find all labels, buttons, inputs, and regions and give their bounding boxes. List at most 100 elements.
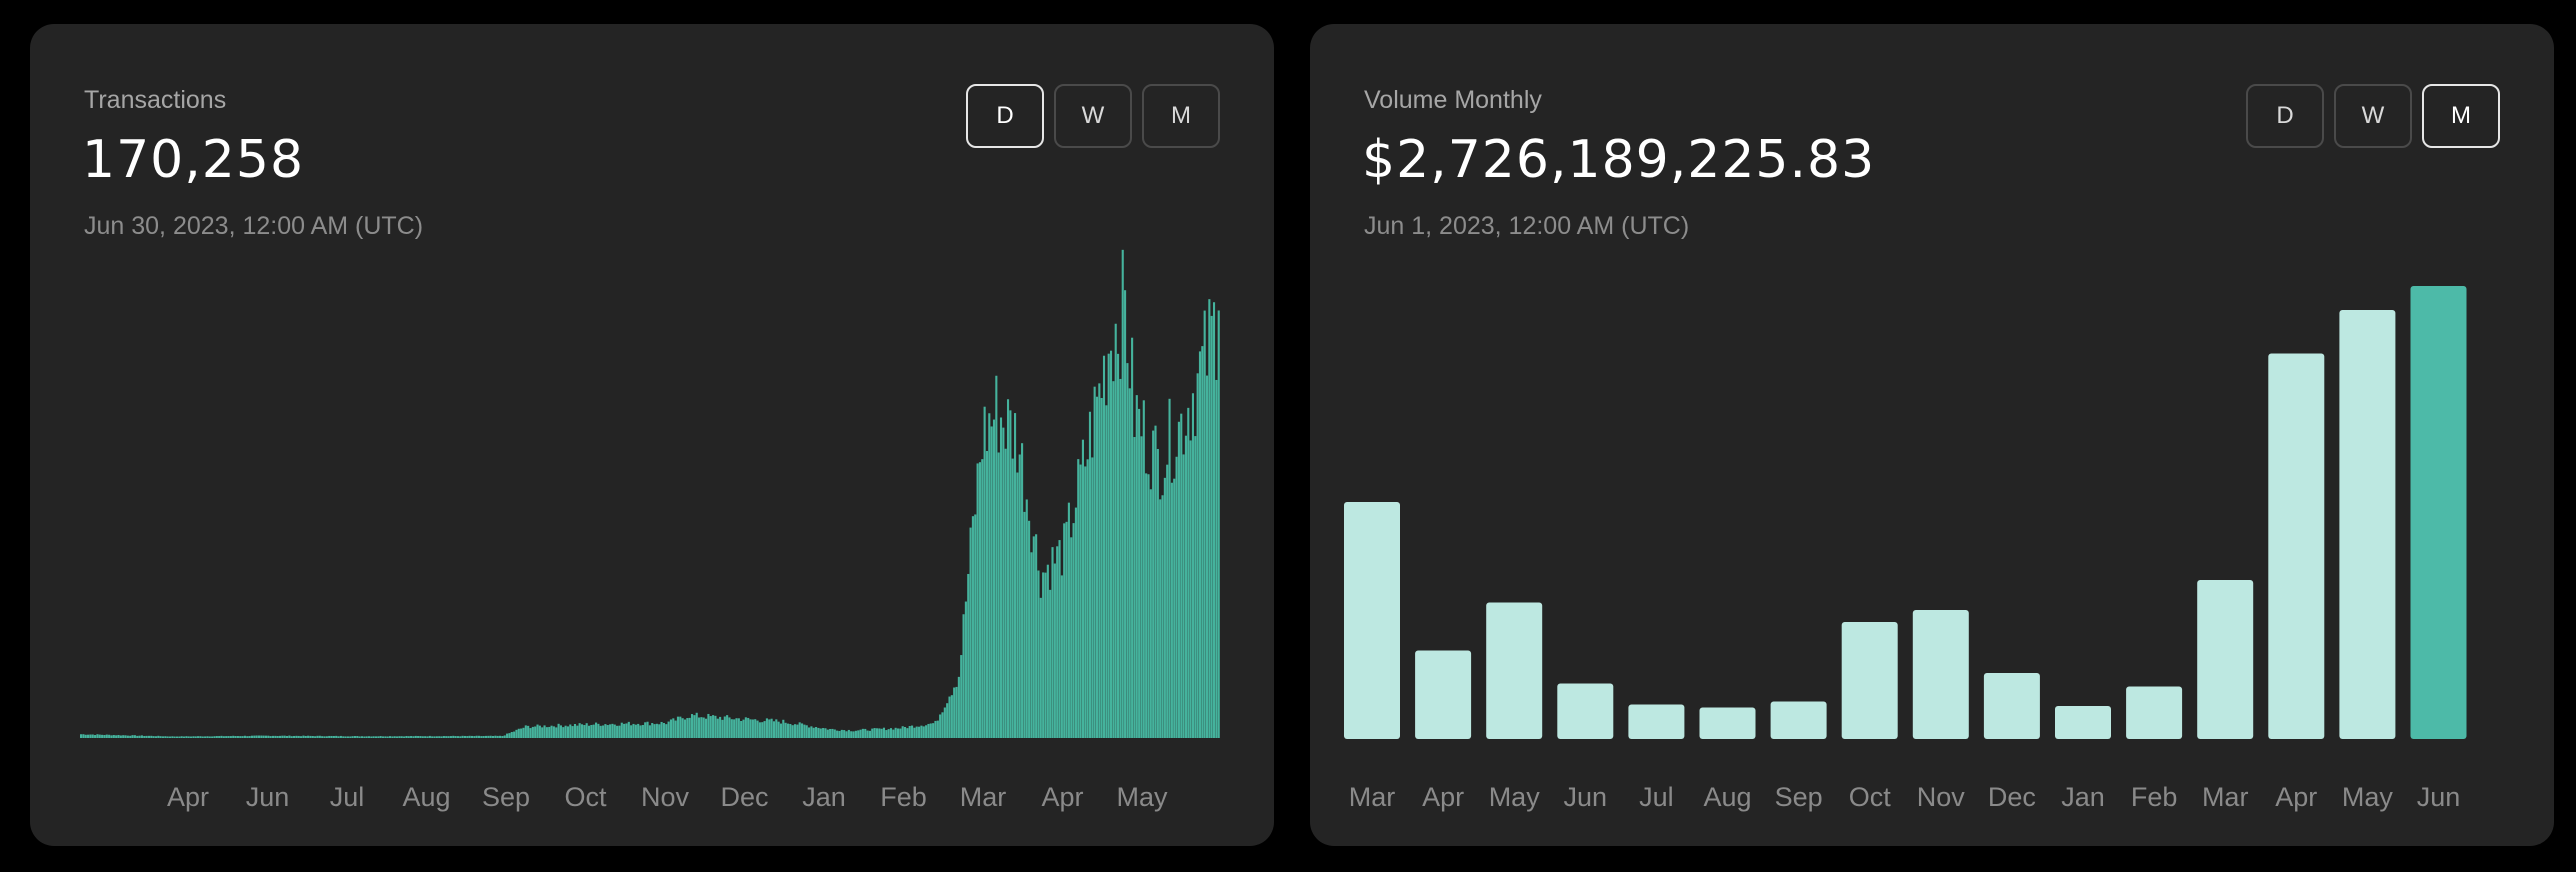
transactions-bar <box>1184 435 1187 738</box>
toggle-day-button[interactable]: D <box>966 84 1044 148</box>
volume-bar[interactable] <box>1557 683 1614 740</box>
volume-bar[interactable] <box>1344 502 1400 739</box>
volume-bar[interactable] <box>2410 286 2467 739</box>
transactions-bar <box>976 463 979 738</box>
transactions-bar <box>988 413 991 738</box>
transactions-bar <box>1105 405 1108 738</box>
transactions-bar <box>414 735 417 738</box>
transactions-bar <box>222 736 225 738</box>
transactions-bar <box>892 729 895 738</box>
transactions-bar <box>641 724 644 738</box>
transactions-bar <box>452 735 455 738</box>
transactions-bar <box>356 736 359 738</box>
toggle-month-button[interactable]: M <box>1142 84 1220 148</box>
transactions-bar <box>1154 425 1157 738</box>
volume-bar[interactable] <box>1486 602 1543 740</box>
transactions-bar <box>695 712 698 738</box>
transactions-bar <box>295 735 298 738</box>
volume-bar[interactable] <box>2055 706 2111 739</box>
transactions-bar <box>733 719 736 738</box>
transactions-bar <box>122 735 125 738</box>
transactions-bar <box>880 728 883 738</box>
volume-bar[interactable] <box>1841 622 1898 739</box>
volume-bar[interactable] <box>1912 610 1969 739</box>
transactions-bar <box>836 730 839 738</box>
transactions-bar <box>1042 572 1045 738</box>
transactions-bar <box>826 729 829 738</box>
transactions-bar <box>850 731 853 738</box>
transactions-bar <box>388 736 392 738</box>
transactions-bar <box>583 725 586 738</box>
transactions-bar <box>400 736 403 738</box>
transactions-bar <box>1046 564 1049 738</box>
transactions-bar <box>599 725 602 738</box>
transactions-bar <box>377 736 380 738</box>
transactions-bar <box>971 516 974 738</box>
volume-bar[interactable] <box>1699 707 1756 740</box>
x-tick-label: Dec <box>720 782 768 812</box>
transactions-bar <box>1077 459 1080 738</box>
transactions-bar <box>662 723 665 738</box>
toggle-week-button[interactable]: W <box>2334 84 2412 148</box>
transactions-bar <box>555 727 558 738</box>
toggle-day-button[interactable]: D <box>2246 84 2324 148</box>
volume-bar[interactable] <box>1983 673 2040 739</box>
volume-bar[interactable] <box>1415 650 1472 740</box>
transactions-bar <box>646 721 649 738</box>
transactions-bar <box>365 736 368 738</box>
transactions-bar <box>913 727 916 738</box>
transactions-bar <box>1205 375 1209 738</box>
transactions-bar <box>152 736 155 738</box>
transactions-bar <box>669 719 673 738</box>
transactions-bar <box>1109 350 1113 738</box>
transactions-bar <box>789 723 792 738</box>
transactions-bar <box>1147 474 1150 738</box>
toggle-month-button[interactable]: M <box>2422 84 2500 148</box>
volume-bar[interactable] <box>2197 580 2254 739</box>
transactions-bar <box>468 735 471 738</box>
transactions-bar <box>580 724 584 738</box>
volume-bar[interactable] <box>2268 353 2325 740</box>
transactions-bar <box>742 719 745 738</box>
transactions-bar <box>1215 379 1218 738</box>
transactions-bar <box>885 730 888 738</box>
volume-bar[interactable] <box>1770 701 1827 740</box>
transactions-bar <box>325 736 328 738</box>
toggle-week-button[interactable]: W <box>1054 84 1132 148</box>
volume-chart: Mar Apr May Jun Jul Aug Sep Oct Nov Dec Jan Feb Mar A… <box>1344 286 2467 812</box>
transactions-bar <box>480 736 483 738</box>
transactions-bar <box>824 728 827 738</box>
transactions-bar <box>1114 323 1117 738</box>
transactions-bar <box>730 719 733 738</box>
volume-bar[interactable] <box>2126 686 2183 740</box>
transactions-bar <box>257 735 261 738</box>
transactions-bar <box>573 724 577 738</box>
transactions-bar <box>1002 427 1005 738</box>
transactions-bar <box>932 723 935 738</box>
volume-bar[interactable] <box>2339 310 2396 739</box>
transactions-chart: Apr Jun Jul Aug Sep Oct Nov Dec Jan Feb Mar Apr May <box>80 249 1220 812</box>
transactions-bar <box>456 736 459 738</box>
transactions-bar <box>124 735 127 738</box>
transactions-bar <box>323 736 326 738</box>
transactions-bar <box>602 725 605 738</box>
transactions-bar <box>346 736 349 738</box>
transactions-bar <box>438 736 441 738</box>
card-label: Volume Monthly <box>1364 86 1542 114</box>
transactions-bar <box>1095 396 1099 738</box>
transactions-bar <box>548 726 551 738</box>
transactions-bar <box>918 726 921 738</box>
transactions-bar <box>943 707 946 738</box>
transactions-bar <box>866 730 869 738</box>
volume-bar[interactable] <box>1628 704 1685 740</box>
transactions-bar <box>454 736 457 738</box>
transactions-bar <box>534 726 537 738</box>
transactions-bar <box>679 716 682 738</box>
transactions-bar <box>1191 393 1195 738</box>
volume-card: Volume Monthly $2,726,189,225.83 Jun 1, … <box>1310 24 2554 846</box>
x-tick-label: Apr <box>1041 782 1083 812</box>
transactions-bar <box>908 726 911 738</box>
transactions-bar <box>911 725 914 738</box>
transactions-bar <box>709 716 712 738</box>
transactions-bar <box>473 736 476 738</box>
